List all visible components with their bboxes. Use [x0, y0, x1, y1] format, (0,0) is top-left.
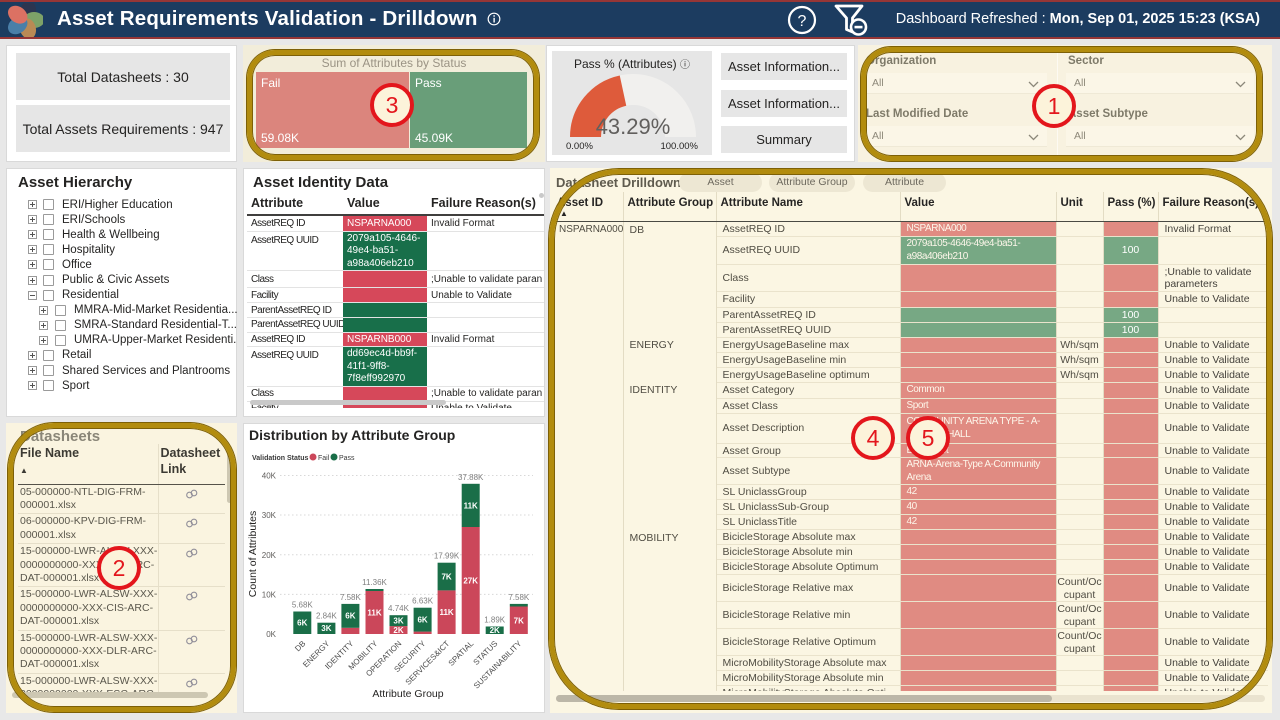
svg-text:Count of Attributes: Count of Attributes: [247, 511, 259, 597]
svg-text:0K: 0K: [266, 630, 276, 639]
svg-text:27K: 27K: [463, 577, 478, 586]
svg-text:40K: 40K: [262, 472, 277, 481]
svg-text:11.36K: 11.36K: [362, 578, 387, 587]
svg-text:6K: 6K: [417, 616, 427, 625]
svg-text:6K: 6K: [345, 612, 355, 621]
svg-text:7.58K: 7.58K: [340, 593, 362, 602]
svg-text:17.99K: 17.99K: [434, 552, 460, 561]
svg-text:SERVICES&ICT: SERVICES&ICT: [404, 639, 452, 687]
svg-text:4.74K: 4.74K: [388, 604, 410, 613]
svg-text:20K: 20K: [262, 551, 277, 560]
svg-text:SPATIAL: SPATIAL: [447, 639, 476, 668]
svg-text:11K: 11K: [367, 609, 381, 618]
svg-text:5.68K: 5.68K: [292, 601, 314, 610]
svg-text:Pass: Pass: [339, 455, 355, 462]
svg-text:?: ?: [798, 13, 807, 30]
svg-text:6.63K: 6.63K: [412, 597, 434, 606]
svg-text:10K: 10K: [262, 590, 277, 599]
svg-text:7.58K: 7.58K: [508, 593, 530, 602]
svg-text:7K: 7K: [514, 617, 524, 626]
svg-text:Attribute Group: Attribute Group: [372, 688, 443, 700]
svg-text:1.89K: 1.89K: [484, 616, 506, 625]
svg-text:3K: 3K: [321, 624, 331, 633]
svg-text:0.00%: 0.00%: [566, 141, 593, 152]
svg-text:2.84K: 2.84K: [316, 612, 338, 621]
svg-text:37.88K: 37.88K: [458, 473, 484, 482]
svg-text:43.29%: 43.29%: [596, 114, 671, 139]
svg-text:Fail: Fail: [318, 455, 330, 462]
svg-text:11K: 11K: [464, 502, 478, 511]
svg-text:100.00%: 100.00%: [660, 141, 698, 152]
svg-text:3K: 3K: [393, 617, 403, 626]
svg-text:6K: 6K: [297, 619, 307, 628]
svg-text:30K: 30K: [262, 511, 277, 520]
svg-text:2K: 2K: [490, 626, 500, 635]
svg-text:2K: 2K: [393, 626, 403, 635]
svg-text:DB: DB: [293, 639, 307, 653]
svg-text:7K: 7K: [441, 573, 451, 582]
svg-text:11K: 11K: [439, 608, 453, 617]
svg-text:Validation Status: Validation Status: [252, 455, 309, 462]
